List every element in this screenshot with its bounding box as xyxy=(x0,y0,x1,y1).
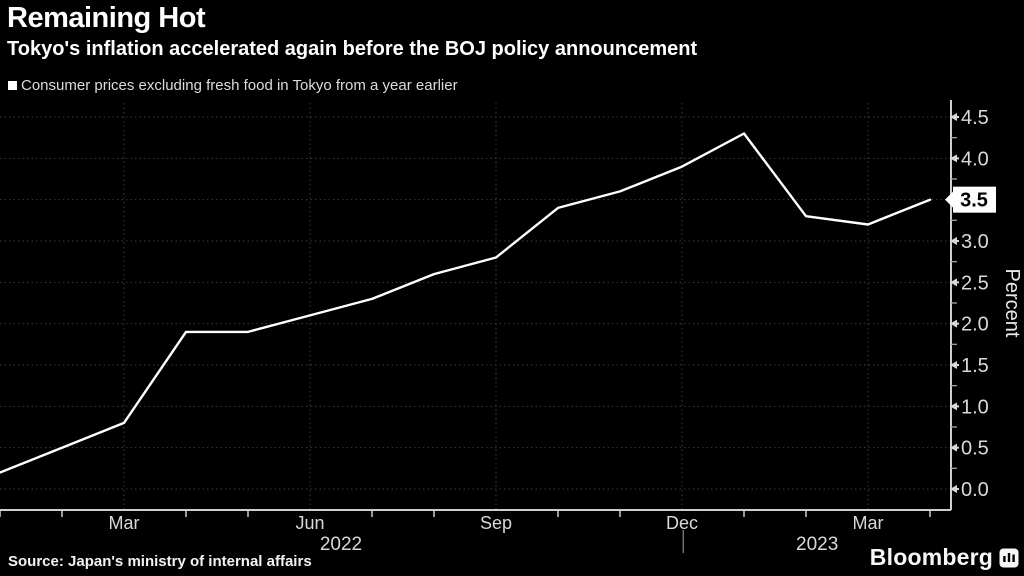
legend-label: Consumer prices excluding fresh food in … xyxy=(21,77,458,94)
x-tick-label: Mar xyxy=(109,513,140,533)
gridlines xyxy=(0,103,951,509)
legend: Consumer prices excluding fresh food in … xyxy=(8,77,458,94)
y-tick-label: 1.0 xyxy=(961,396,989,418)
series xyxy=(0,132,932,474)
x-tick-label: Sep xyxy=(480,513,512,533)
x-tick-label: Mar xyxy=(853,513,884,533)
current-value-badge: 3.5 xyxy=(945,186,996,213)
badge-pointer xyxy=(945,190,954,209)
y-tick-label: 0.0 xyxy=(961,479,989,501)
axis-labels: 0.0 0.5 1.0 1.5 2.0 2.5 3.0 3.5 4.0 4.5 Mar Jun Sep D… xyxy=(109,107,1024,555)
y-tick-label: 4.5 xyxy=(961,107,989,129)
y-tick-label: 2.5 xyxy=(961,272,989,294)
bloomberg-logo: Bloomberg xyxy=(870,544,1019,571)
badge-value: 3.5 xyxy=(960,190,988,212)
x-tick-label: Jun xyxy=(295,513,324,533)
chart-subtitle: Tokyo's inflation accelerated again befo… xyxy=(7,38,698,60)
badge-box xyxy=(953,186,996,213)
axes xyxy=(0,100,952,511)
y-tick-label: 1.5 xyxy=(961,355,989,377)
x-year-label: 2022 xyxy=(320,534,362,555)
source-credit: Source: Japan's ministry of internal aff… xyxy=(8,553,312,570)
y-axis-title: Percent xyxy=(1001,269,1023,338)
y-tick-label: 2.0 xyxy=(961,314,989,336)
x-year-label: 2023 xyxy=(796,534,838,555)
bloomberg-wordmark: Bloomberg xyxy=(869,544,993,570)
series-line xyxy=(0,132,932,474)
x-tick-label: Dec xyxy=(666,513,698,533)
legend-swatch-icon xyxy=(8,81,17,90)
chart-title: Remaining Hot xyxy=(7,2,206,34)
y-tick-label: 3.0 xyxy=(961,231,989,253)
y-tick-label: 0.5 xyxy=(961,438,989,460)
axis-ticks xyxy=(0,113,959,553)
y-tick-label: 4.0 xyxy=(961,148,989,170)
bloomberg-terminal-icon xyxy=(999,548,1019,567)
